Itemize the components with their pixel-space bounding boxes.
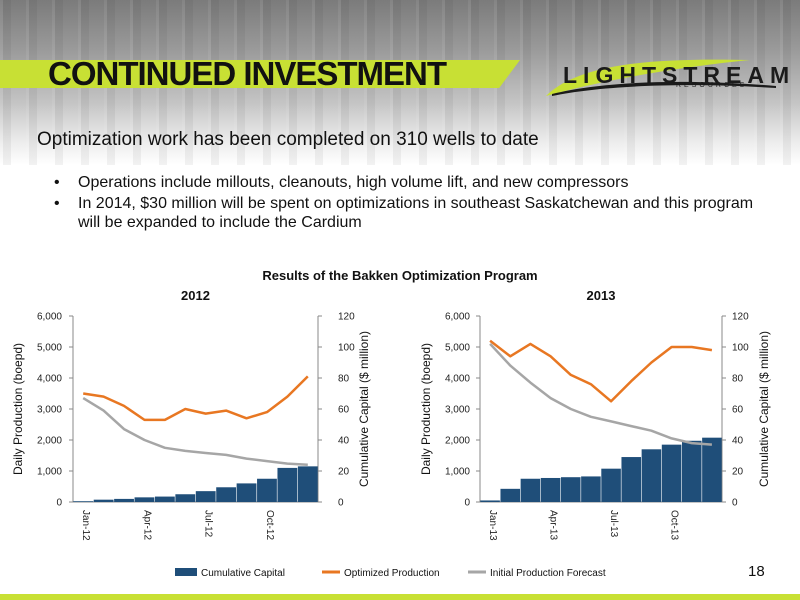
capital-bar [641, 449, 662, 502]
capital-bar [702, 437, 722, 502]
y2-tick-label: 0 [338, 498, 344, 509]
y2-tick-label: 40 [732, 436, 744, 447]
y2-axis-label: Cumulative Capital ($ million) [357, 331, 371, 487]
y-tick-label: 6,000 [445, 312, 470, 323]
production-forecast-line [489, 343, 712, 446]
y2-tick-label: 120 [338, 312, 355, 323]
bullet-dot-icon: • [54, 174, 60, 191]
x-tick-label: Apr-13 [548, 510, 559, 540]
chart-title-1: 2013 [587, 288, 616, 303]
y2-tick-label: 0 [732, 498, 738, 509]
capital-bar [661, 444, 682, 502]
capital-bar [581, 476, 601, 502]
lightstream-logo-swoosh-icon [546, 59, 776, 96]
y2-tick-label: 20 [338, 467, 350, 478]
page-number: 18 [748, 563, 765, 580]
capital-bar [297, 466, 318, 502]
y-tick-label: 5,000 [37, 343, 62, 354]
y-tick-label: 4,000 [445, 374, 470, 385]
capital-bar [73, 501, 94, 502]
capital-bar [277, 467, 298, 502]
capital-bar [175, 494, 196, 502]
y-tick-label: 2,000 [37, 436, 62, 447]
y-axis-label: Daily Production (boepd) [419, 343, 433, 475]
logo-wordmark: LIGHTSTREAM [563, 62, 796, 88]
legend-label-optimized: Optimized Production [344, 568, 440, 579]
capital-bar [480, 500, 500, 502]
y2-tick-label: 80 [338, 374, 350, 385]
y-tick-label: 5,000 [445, 343, 470, 354]
optimized-production-line [489, 339, 713, 403]
legend-swatch-capital [175, 568, 197, 576]
capital-bar [93, 499, 114, 502]
y2-tick-label: 60 [338, 405, 350, 416]
capital-bar [621, 457, 642, 502]
production-forecast-line [82, 397, 308, 467]
capital-bar [216, 487, 237, 502]
y-axis-label: Daily Production (boepd) [11, 343, 25, 475]
x-tick-label: Apr-12 [141, 510, 152, 540]
y2-tick-label: 60 [732, 405, 744, 416]
capital-bar [520, 478, 541, 502]
x-tick-label: Oct-12 [264, 510, 275, 540]
bottom-accent-bar [0, 594, 800, 600]
capital-bar [257, 478, 277, 502]
y-tick-label: 4,000 [37, 374, 62, 385]
y-tick-label: 3,000 [37, 405, 62, 416]
capital-bar [195, 491, 216, 502]
y-tick-label: 6,000 [37, 312, 62, 323]
y2-tick-label: 80 [732, 374, 744, 385]
y2-tick-label: 20 [732, 467, 744, 478]
y2-tick-label: 120 [732, 312, 749, 323]
capital-bar [236, 483, 257, 502]
y2-tick-label: 100 [732, 343, 749, 354]
slide-subtitle: Optimization work has been completed on … [37, 129, 539, 150]
y-tick-label: 1,000 [37, 467, 62, 478]
capital-bar [114, 498, 134, 502]
chart-main-title: Results of the Bakken Optimization Progr… [262, 268, 538, 283]
y-tick-label: 2,000 [445, 436, 470, 447]
x-tick-label: Jan-13 [487, 510, 498, 541]
optimized-production-line [83, 375, 309, 422]
title-accent-band [0, 60, 520, 88]
logo-subtext: RESOURCES [676, 82, 748, 89]
capital-bar [681, 440, 702, 502]
x-tick-label: Jul-12 [203, 510, 214, 538]
legend-label-capital: Cumulative Capital [201, 568, 285, 579]
y2-axis-label: Cumulative Capital ($ million) [757, 331, 771, 487]
x-tick-label: Oct-13 [669, 510, 680, 540]
bullet-dot-icon: • [54, 195, 60, 212]
y2-tick-label: 100 [338, 343, 355, 354]
y-tick-label: 0 [464, 498, 470, 509]
y2-tick-label: 40 [338, 436, 350, 447]
slide-title: CONTINUED INVESTMENT [48, 55, 447, 92]
capital-bar [601, 468, 621, 502]
capital-bar [134, 497, 155, 502]
bullet-item: • Operations include millouts, cleanouts,… [50, 173, 770, 192]
bullet-text: In 2014, $30 million will be spent on op… [78, 195, 754, 231]
capital-bar [540, 477, 561, 502]
legend-label-forecast: Initial Production Forecast [490, 568, 606, 579]
y-tick-label: 1,000 [445, 467, 470, 478]
chart-title-0: 2012 [181, 288, 210, 303]
y-tick-label: 0 [56, 498, 62, 509]
bullet-text: Operations include millouts, cleanouts, … [78, 174, 629, 191]
capital-bar [560, 477, 581, 502]
capital-bar [500, 488, 521, 502]
y-tick-label: 3,000 [445, 405, 470, 416]
x-tick-label: Jul-13 [608, 510, 619, 538]
x-tick-label: Jan-12 [80, 510, 91, 541]
capital-bar [154, 496, 175, 502]
bullet-list: • Operations include millouts, cleanouts,… [50, 173, 770, 234]
bullet-item: • In 2014, $30 million will be spent on o… [50, 194, 770, 232]
